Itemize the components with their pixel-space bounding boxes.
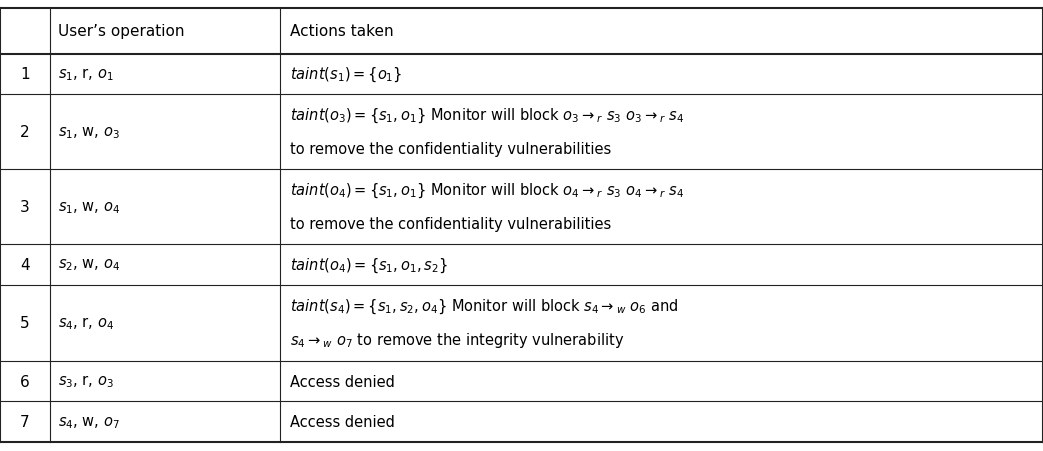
Text: Access denied: Access denied: [290, 414, 395, 429]
Text: 5: 5: [20, 316, 30, 331]
Text: 1: 1: [20, 67, 30, 82]
Text: to remove the confidentiality vulnerabilities: to remove the confidentiality vulnerabil…: [290, 216, 611, 231]
Text: $\boldsymbol{s_4}$, r, $\boldsymbol{o_4}$: $\boldsymbol{s_4}$, r, $\boldsymbol{o_4}…: [58, 315, 115, 331]
Text: Actions taken: Actions taken: [290, 24, 393, 39]
Text: $\mathit{taint}(o_3) = \{s_1, o_1\}$ Monitor will block $o_3 \rightarrow_r$ $s_3: $\mathit{taint}(o_3) = \{s_1, o_1\}$ Mon…: [290, 107, 684, 125]
Text: 4: 4: [20, 258, 30, 272]
Text: $\mathit{taint}(o_4) = \{s_1, o_1\}$ Monitor will block $o_4 \rightarrow_r$ $s_3: $\mathit{taint}(o_4) = \{s_1, o_1\}$ Mon…: [290, 182, 684, 200]
Text: $\boldsymbol{s_3}$, r, $\boldsymbol{o_3}$: $\boldsymbol{s_3}$, r, $\boldsymbol{o_3}…: [58, 373, 114, 390]
Text: $\boldsymbol{s_1}$, w, $\boldsymbol{o_4}$: $\boldsymbol{s_1}$, w, $\boldsymbol{o_4}…: [58, 199, 120, 215]
Text: 2: 2: [20, 125, 30, 140]
Text: $\mathit{taint}(s_4) = \{s_1, s_2, o_4\}$ Monitor will block $s_4 \rightarrow_w$: $\mathit{taint}(s_4) = \{s_1, s_2, o_4\}…: [290, 297, 678, 316]
Text: $s_4 \rightarrow_w$ $o_7$ to remove the integrity vulnerability: $s_4 \rightarrow_w$ $o_7$ to remove the …: [290, 330, 625, 349]
Text: 7: 7: [20, 414, 30, 429]
Text: $\boldsymbol{s_1}$, w, $\boldsymbol{o_3}$: $\boldsymbol{s_1}$, w, $\boldsymbol{o_3}…: [58, 124, 120, 140]
Text: Access denied: Access denied: [290, 374, 395, 389]
Text: $\mathit{taint}(o_4) = \{s_1, o_1, s_2\}$: $\mathit{taint}(o_4) = \{s_1, o_1, s_2\}…: [290, 256, 447, 274]
Text: $\boldsymbol{s_2}$, w, $\boldsymbol{o_4}$: $\boldsymbol{s_2}$, w, $\boldsymbol{o_4}…: [58, 257, 120, 273]
Text: User’s operation: User’s operation: [58, 24, 185, 39]
Text: 6: 6: [20, 374, 30, 389]
Text: 3: 3: [20, 200, 30, 215]
Text: $\boldsymbol{s_1}$, r, $\boldsymbol{o_1}$: $\boldsymbol{s_1}$, r, $\boldsymbol{o_1}…: [58, 66, 114, 83]
Text: to remove the confidentiality vulnerabilities: to remove the confidentiality vulnerabil…: [290, 142, 611, 156]
Text: $\boldsymbol{s_4}$, w, $\boldsymbol{o_7}$: $\boldsymbol{s_4}$, w, $\boldsymbol{o_7}…: [58, 414, 120, 430]
Text: $\mathit{taint}(s_1) = \{o_1\}$: $\mathit{taint}(s_1) = \{o_1\}$: [290, 65, 403, 84]
